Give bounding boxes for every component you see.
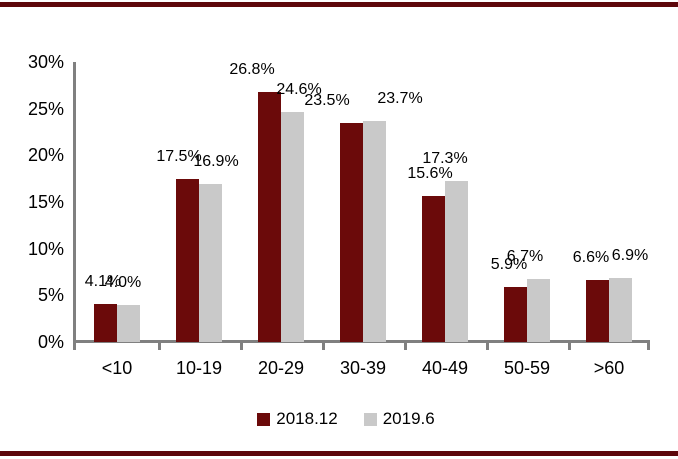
legend: 2018.12 2019.6 (14, 410, 678, 428)
bar-2018.12-30-39 (340, 123, 363, 342)
bar-2019.6->60 (609, 278, 632, 342)
data-label-2018.12-40-49: 15.6% (407, 165, 453, 182)
bar-2019.6-50-59 (527, 279, 550, 342)
x-axis-tick (158, 340, 161, 350)
data-label-2019.6-40-49: 17.3% (422, 150, 468, 167)
x-axis-category-label: 10-19 (175, 358, 223, 378)
bar-2019.6-30-39 (363, 121, 386, 342)
bar-2019.6-20-29 (281, 112, 304, 342)
legend-swatch-2018-12 (257, 412, 271, 426)
legend-item-2018-12: 2018.12 (257, 409, 338, 428)
x-axis-category-label: 20-29 (257, 358, 305, 378)
bottom-border-rule (0, 451, 678, 456)
legend-swatch-2019-6 (363, 412, 377, 426)
data-label-2018.12-10-19: 17.5% (156, 148, 202, 165)
bar-2018.12-20-29 (258, 92, 281, 342)
data-label-2019.6-20-29: 24.6% (276, 81, 322, 98)
x-axis-category-label: 30-39 (339, 358, 387, 378)
data-label-2019.6-<10: 4.0% (104, 274, 142, 291)
x-axis-tick (568, 340, 571, 350)
data-label-2018.12-50-59: 5.9% (490, 256, 528, 273)
y-axis-tick-label: 0% (37, 332, 64, 352)
legend-label-2019-6: 2019.6 (382, 409, 435, 428)
x-axis-category-label: <10 (101, 358, 133, 378)
bar-2018.12-10-19 (176, 179, 199, 342)
bar-2019.6-<10 (117, 305, 140, 342)
y-axis-tick-label: 15% (27, 192, 64, 212)
x-axis-tick (486, 340, 489, 350)
data-label-2019.6-30-39: 23.7% (377, 90, 423, 107)
x-axis-category-label: 50-59 (503, 358, 551, 378)
data-label-2018.12-20-29: 26.8% (229, 61, 275, 78)
y-axis-tick-label: 30% (27, 52, 64, 72)
data-label-2018.12-30-39: 23.5% (304, 92, 350, 109)
x-axis-category-label: >60 (593, 358, 625, 378)
y-axis-tick-label: 20% (27, 145, 64, 166)
y-axis-tick-label: 10% (27, 238, 64, 259)
x-axis-tick (647, 340, 650, 350)
data-label-2018.12-<10: 4.1% (84, 273, 122, 290)
data-label-2019.6->60: 6.9% (611, 247, 649, 264)
x-axis-tick (322, 340, 325, 350)
bar-2018.12->60 (586, 280, 609, 342)
data-label-2018.12->60: 6.6% (572, 249, 610, 266)
bar-2019.6-40-49 (445, 181, 468, 342)
bar-2018.12-<10 (94, 304, 117, 342)
y-axis-tick-label: 5% (37, 285, 64, 306)
bar-2019.6-10-19 (199, 184, 222, 342)
x-axis-category-label: 40-49 (421, 358, 469, 378)
y-axis-tick-label: 25% (27, 98, 64, 119)
legend-item-2019-6: 2019.6 (363, 409, 435, 428)
bar-2018.12-50-59 (504, 287, 527, 342)
data-label-2019.6-50-59: 6.7% (506, 248, 544, 265)
x-axis-tick (240, 340, 243, 350)
y-axis-line (73, 62, 76, 350)
x-axis-tick (404, 340, 407, 350)
data-label-2019.6-10-19: 16.9% (193, 153, 239, 170)
legend-label-2018-12: 2018.12 (276, 409, 338, 428)
top-border-rule (0, 2, 678, 7)
bar-2018.12-40-49 (422, 196, 445, 342)
